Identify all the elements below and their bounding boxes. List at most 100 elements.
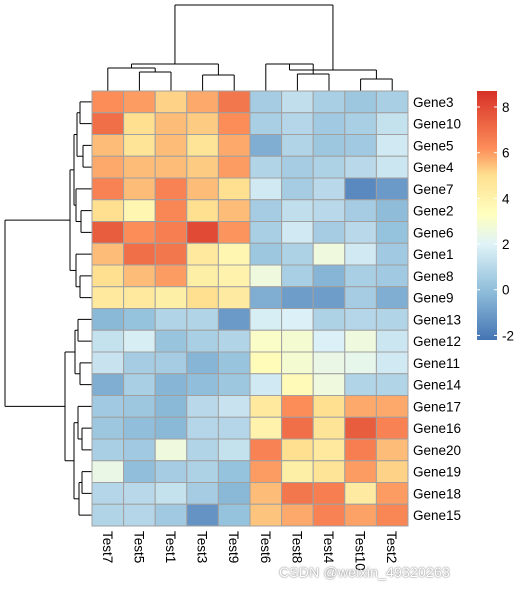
legend-tick-label: 0 <box>502 283 510 298</box>
heatmap-cell <box>91 503 125 527</box>
heatmap-cell <box>217 395 251 418</box>
heatmap-cell <box>312 286 346 309</box>
row-labels: Gene3 Gene10 Gene5 Gene4 Gene7 Gene2 Gene6 Gene… <box>413 95 462 523</box>
heatmap-cell <box>344 199 377 222</box>
heatmap-cell <box>186 416 219 440</box>
heatmap-cell <box>312 155 346 179</box>
heatmap-cell <box>281 112 314 135</box>
heatmap-cell <box>281 308 314 331</box>
heatmap-cell <box>312 395 346 418</box>
heatmap-cell <box>249 482 283 505</box>
heatmap-cell <box>312 482 346 505</box>
heatmap-cell <box>375 308 409 331</box>
heatmap-cell <box>217 242 251 266</box>
heatmap-cell <box>186 286 219 309</box>
heatmap-cell <box>249 373 283 396</box>
row-label: Gene5 <box>413 138 454 153</box>
heatmap-cell <box>186 112 219 135</box>
heatmap-cell <box>91 416 125 440</box>
heatmap-cell <box>249 199 283 222</box>
heatmap-cell <box>312 308 346 331</box>
heatmap-cell <box>281 416 314 440</box>
heatmap-cell <box>249 286 283 309</box>
heatmap-cell <box>217 460 251 483</box>
heatmap-cell <box>344 134 377 157</box>
heatmap-cell <box>344 329 377 353</box>
heatmap-cell <box>123 482 156 505</box>
heatmap-cell <box>217 221 251 244</box>
heatmap-cell <box>123 503 156 527</box>
heatmap-cell <box>344 90 377 114</box>
heatmap-cell <box>123 373 156 396</box>
heatmap-cell <box>91 177 125 201</box>
heatmap-cell <box>375 329 409 353</box>
heatmap-cell <box>312 199 346 222</box>
heatmap-cell <box>312 90 346 114</box>
column-label: Test3 <box>195 531 210 563</box>
heatmap-cell <box>154 373 188 396</box>
heatmap-cell <box>312 112 346 135</box>
heatmap-cell <box>123 286 156 309</box>
row-label: Gene6 <box>413 225 454 240</box>
heatmap-cell <box>91 373 125 396</box>
color-legend-bar <box>477 91 497 340</box>
heatmap-cell <box>344 177 377 201</box>
heatmap-cell <box>249 438 283 462</box>
heatmap-cell <box>344 112 377 135</box>
row-label: Gene9 <box>413 291 454 306</box>
heatmap-cell <box>312 460 346 483</box>
heatmap-cell <box>123 112 156 135</box>
heatmap-cell <box>91 286 125 309</box>
heatmap-cell <box>154 264 188 288</box>
heatmap-cell <box>375 199 409 222</box>
heatmap-cell <box>312 438 346 462</box>
heatmap-cell <box>375 373 409 396</box>
column-label: Test5 <box>131 531 146 563</box>
legend-tick-label: 4 <box>502 191 510 206</box>
heatmap-cell <box>249 221 283 244</box>
row-dendrogram <box>4 101 92 516</box>
heatmap-cell <box>344 264 377 288</box>
heatmap-cell <box>312 351 346 375</box>
heatmap-cell <box>91 155 125 179</box>
heatmap-cell <box>123 438 156 462</box>
heatmap-cell <box>123 395 156 418</box>
color-legend: -2 0 2 4 6 8 <box>477 91 514 343</box>
heatmap-cell <box>123 155 156 179</box>
heatmap-cell <box>154 199 188 222</box>
heatmap-cell <box>281 482 314 505</box>
row-label: Gene17 <box>413 399 461 414</box>
heatmap-cell <box>154 395 188 418</box>
heatmap-cell <box>186 503 219 527</box>
column-labels: Test7 Test5 Test1 Test3 Test9 Test6 Test8 Test4… <box>100 531 399 571</box>
heatmap-cell <box>217 177 251 201</box>
heatmap-cell <box>186 351 219 375</box>
heatmap-cell <box>375 503 409 527</box>
heatmap-cell <box>154 221 188 244</box>
heatmap-cell <box>186 329 219 353</box>
row-label: Gene1 <box>413 247 454 262</box>
row-label: Gene18 <box>413 486 461 501</box>
heatmap-cell <box>186 221 219 244</box>
heatmap-cell <box>281 351 314 375</box>
heatmap-cell <box>249 134 283 157</box>
heatmap-cell <box>344 308 377 331</box>
heatmap-cell <box>312 264 346 288</box>
heatmap-cell <box>91 438 125 462</box>
heatmap-cell <box>154 155 188 179</box>
row-label: Gene10 <box>413 117 461 132</box>
heatmap-cell <box>312 134 346 157</box>
heatmap-cell <box>123 351 156 375</box>
heatmap-cell <box>375 155 409 179</box>
heatmap-cell <box>186 482 219 505</box>
heatmap-cell <box>217 155 251 179</box>
heatmap-cell <box>91 134 125 157</box>
heatmap-cell <box>281 286 314 309</box>
column-label: Test10 <box>353 531 368 571</box>
heatmap-cell <box>91 329 125 353</box>
heatmap-cell <box>217 329 251 353</box>
heatmap-cell <box>154 90 188 114</box>
row-label: Gene15 <box>413 508 461 523</box>
heatmap-cell <box>186 264 219 288</box>
heatmap-cell <box>186 308 219 331</box>
